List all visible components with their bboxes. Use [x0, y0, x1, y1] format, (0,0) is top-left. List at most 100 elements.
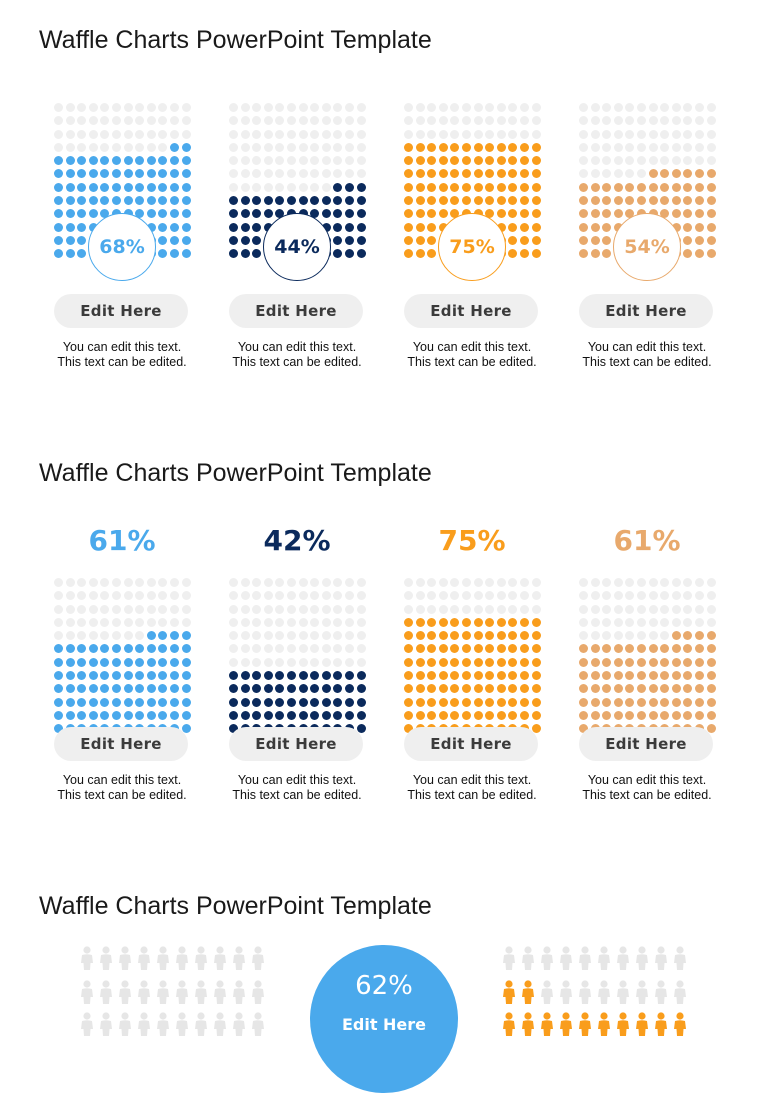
- waffle-dot-empty: [123, 631, 133, 641]
- waffle-dot-empty: [485, 591, 495, 601]
- waffle-dot-empty: [123, 103, 133, 112]
- waffle-dot-filled: [450, 631, 460, 641]
- waffle-dot-empty: [229, 142, 238, 152]
- description-text: You can edit this text. This text can be …: [394, 340, 550, 370]
- waffle-dot-empty: [706, 617, 716, 627]
- waffle-dot-filled: [473, 644, 483, 654]
- waffle-dot-filled: [111, 657, 121, 667]
- edit-here-button[interactable]: Edit Here: [579, 727, 713, 761]
- edit-here-button[interactable]: Edit Here: [229, 727, 363, 761]
- edit-here-button[interactable]: Edit Here: [579, 294, 713, 328]
- waffle-dot-empty: [298, 591, 308, 601]
- waffle-dot-filled: [123, 182, 133, 192]
- waffle-dot-filled: [181, 249, 191, 259]
- waffle-dot-filled: [602, 657, 612, 667]
- waffle-dot-empty: [310, 591, 320, 601]
- waffle-dot-empty: [100, 591, 110, 601]
- waffle-dot-filled: [427, 249, 437, 259]
- waffle-dot-filled: [415, 156, 425, 166]
- waffle-dot-empty: [660, 103, 670, 112]
- waffle-dot-filled: [613, 684, 623, 694]
- edit-here-button[interactable]: Edit Here: [54, 294, 188, 328]
- waffle-dot-empty: [625, 116, 635, 126]
- waffle-dot-filled: [519, 156, 529, 166]
- waffle-dot-empty: [450, 129, 460, 139]
- waffle-dot-filled: [602, 235, 612, 245]
- waffle-dot-filled: [496, 631, 506, 641]
- waffle-dot-filled: [88, 156, 98, 166]
- waffle-dot-filled: [65, 657, 75, 667]
- waffle-dot-filled: [88, 209, 98, 219]
- waffle-dot-empty: [298, 617, 308, 627]
- waffle-dot-filled: [590, 209, 600, 219]
- waffle-dot-empty: [240, 103, 250, 112]
- waffle-dot-filled: [286, 697, 296, 707]
- waffle-dot-filled: [356, 710, 366, 720]
- waffle-dot-empty: [344, 142, 354, 152]
- waffle-dot-filled: [123, 657, 133, 667]
- description-line: This text can be edited.: [232, 355, 362, 369]
- person-icon: [138, 946, 150, 970]
- waffle-dot-empty: [404, 578, 413, 587]
- waffle-dot-filled: [485, 671, 495, 681]
- edit-here-button[interactable]: Edit Here: [404, 727, 538, 761]
- waffle-grid: [579, 103, 716, 259]
- waffle-dot-empty: [321, 578, 331, 587]
- person-icon: [214, 980, 226, 1004]
- waffle-dot-empty: [694, 604, 704, 614]
- waffle-dot-filled: [275, 196, 285, 206]
- waffle-dot-filled: [356, 697, 366, 707]
- waffle-dot-filled: [706, 671, 716, 681]
- waffle-dot-filled: [229, 209, 238, 219]
- slide-title: Waffle Charts PowerPoint Template: [39, 26, 432, 54]
- waffle-dot-empty: [286, 129, 296, 139]
- waffle-grid: [404, 578, 541, 734]
- waffle-dot-empty: [65, 578, 75, 587]
- waffle-dot-empty: [54, 578, 63, 587]
- waffle-dot-filled: [531, 142, 541, 152]
- waffle-dot-filled: [333, 684, 343, 694]
- waffle-dot-filled: [461, 196, 471, 206]
- waffle-dot-empty: [77, 591, 87, 601]
- waffle-dot-empty: [438, 578, 448, 587]
- person-icon: [674, 946, 686, 970]
- waffle-dot-empty: [660, 631, 670, 641]
- waffle-dot-filled: [683, 196, 693, 206]
- waffle-dot-empty: [321, 129, 331, 139]
- waffle-dot-empty: [111, 604, 121, 614]
- waffle-dot-empty: [671, 617, 681, 627]
- edit-here-button[interactable]: Edit Here: [229, 294, 363, 328]
- waffle-dot-filled: [123, 644, 133, 654]
- waffle-dot-filled: [77, 235, 87, 245]
- waffle-dot-filled: [579, 697, 588, 707]
- edit-here-button[interactable]: Edit Here: [341, 1015, 427, 1034]
- waffle-dot-empty: [579, 103, 588, 112]
- waffle-dot-empty: [263, 129, 273, 139]
- edit-here-button[interactable]: Edit Here: [404, 294, 538, 328]
- waffle-dot-filled: [344, 235, 354, 245]
- waffle-dot-filled: [625, 697, 635, 707]
- waffle-dot-filled: [333, 697, 343, 707]
- person-icon: [541, 946, 553, 970]
- waffle-dot-filled: [54, 222, 63, 232]
- waffle-dot-empty: [438, 103, 448, 112]
- waffle-dot-filled: [54, 724, 63, 734]
- waffle-dot-filled: [496, 142, 506, 152]
- waffle-dot-filled: [146, 156, 156, 166]
- waffle-dot-filled: [169, 697, 179, 707]
- waffle-dot-filled: [683, 209, 693, 219]
- waffle-dot-empty: [275, 591, 285, 601]
- percent-label: 42%: [263, 524, 331, 557]
- waffle-dot-filled: [404, 196, 413, 206]
- waffle-dot-empty: [613, 116, 623, 126]
- waffle-dot-filled: [473, 631, 483, 641]
- edit-here-button[interactable]: Edit Here: [54, 727, 188, 761]
- waffle-dot-filled: [473, 710, 483, 720]
- waffle-dot-filled: [438, 684, 448, 694]
- waffle-dot-filled: [333, 710, 343, 720]
- waffle-dot-empty: [496, 591, 506, 601]
- waffle-dot-empty: [333, 604, 343, 614]
- waffle-dot-filled: [427, 710, 437, 720]
- waffle-dot-empty: [579, 129, 588, 139]
- waffle-dot-filled: [123, 169, 133, 179]
